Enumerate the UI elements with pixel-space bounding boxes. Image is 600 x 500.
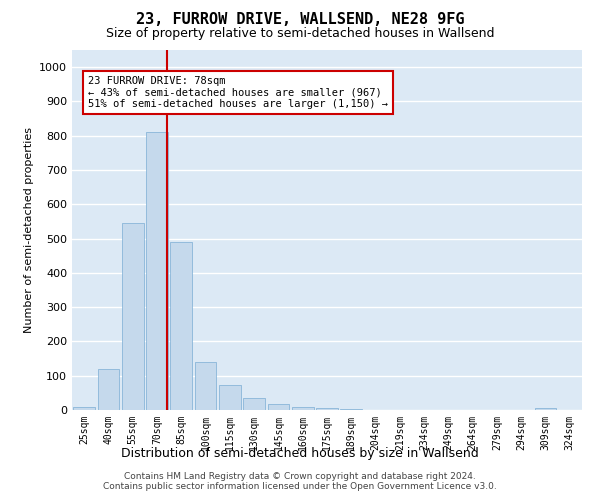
Bar xyxy=(316,408,338,410)
Text: 23, FURROW DRIVE, WALLSEND, NE28 9FG: 23, FURROW DRIVE, WALLSEND, NE28 9FG xyxy=(136,12,464,28)
Bar xyxy=(122,223,143,410)
Bar xyxy=(292,406,314,410)
Text: Contains HM Land Registry data © Crown copyright and database right 2024.: Contains HM Land Registry data © Crown c… xyxy=(124,472,476,481)
Text: 23 FURROW DRIVE: 78sqm
← 43% of semi-detached houses are smaller (967)
51% of se: 23 FURROW DRIVE: 78sqm ← 43% of semi-det… xyxy=(88,76,388,109)
Bar xyxy=(243,398,265,410)
Bar xyxy=(535,408,556,410)
Bar xyxy=(268,404,289,410)
Bar xyxy=(97,369,119,410)
Bar xyxy=(146,132,168,410)
Bar xyxy=(219,386,241,410)
Bar xyxy=(194,362,217,410)
Y-axis label: Number of semi-detached properties: Number of semi-detached properties xyxy=(23,127,34,333)
Bar xyxy=(170,242,192,410)
Bar xyxy=(73,406,95,410)
Text: Size of property relative to semi-detached houses in Wallsend: Size of property relative to semi-detach… xyxy=(106,28,494,40)
Text: Contains public sector information licensed under the Open Government Licence v3: Contains public sector information licen… xyxy=(103,482,497,491)
Text: Distribution of semi-detached houses by size in Wallsend: Distribution of semi-detached houses by … xyxy=(121,448,479,460)
